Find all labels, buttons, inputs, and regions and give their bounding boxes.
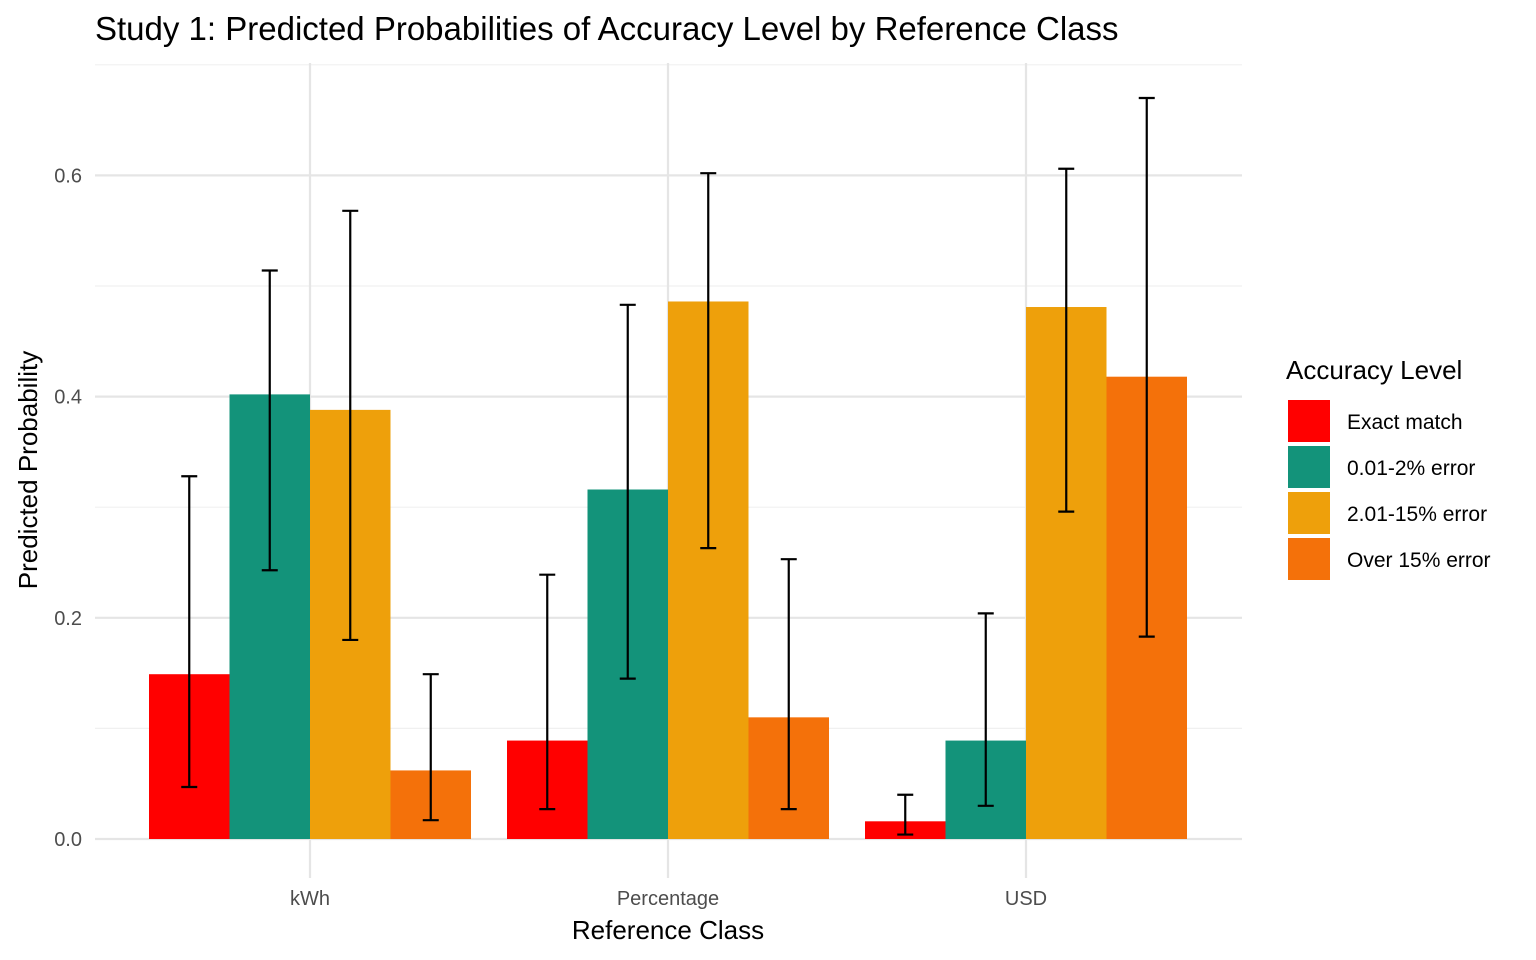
error-bar bbox=[619, 303, 636, 680]
legend-items: Exact match 0.01-2% error 2.01-15% error Ov… bbox=[1288, 400, 1491, 580]
x-tick-label: Percentage bbox=[617, 888, 719, 910]
y-tick-label: 0.0 bbox=[54, 829, 82, 851]
x-tick-label: kWh bbox=[290, 888, 330, 910]
y-tick-label: 0.4 bbox=[54, 387, 82, 409]
bars bbox=[149, 301, 1187, 839]
legend-item: 0.01-2% error bbox=[1288, 446, 1475, 488]
legend-label: Exact match bbox=[1347, 411, 1463, 434]
legend-item: Exact match bbox=[1288, 400, 1463, 442]
chart-title: Study 1: Predicted Probabilities of Accu… bbox=[95, 10, 1119, 47]
error-bar bbox=[1138, 96, 1155, 638]
legend-label: 0.01-2% error bbox=[1347, 457, 1475, 480]
error-bar bbox=[181, 475, 198, 789]
error-bar bbox=[1058, 167, 1075, 513]
error-bar bbox=[700, 172, 717, 550]
error-bar bbox=[977, 612, 994, 807]
legend-swatch bbox=[1288, 446, 1330, 488]
legend-title: Accuracy Level bbox=[1286, 355, 1462, 385]
legend-label: 2.01-15% error bbox=[1347, 503, 1487, 526]
y-axis-ticks: 0.0 0.2 0.4 0.6 bbox=[54, 165, 82, 851]
legend-item: 2.01-15% error bbox=[1288, 492, 1487, 534]
legend-swatch bbox=[1288, 400, 1330, 442]
y-axis-title: Predicted Probability bbox=[13, 351, 43, 589]
error-bar bbox=[539, 573, 556, 811]
legend: Accuracy Level Exact match 0.01-2% error 2… bbox=[1286, 355, 1491, 580]
error-bar bbox=[342, 209, 359, 642]
error-bars bbox=[181, 96, 1155, 836]
error-bar bbox=[422, 673, 439, 822]
x-axis-title: Reference Class bbox=[572, 915, 764, 945]
legend-item: Over 15% error bbox=[1288, 538, 1491, 580]
x-tick-label: USD bbox=[1005, 888, 1047, 910]
legend-label: Over 15% error bbox=[1347, 549, 1491, 572]
error-bar bbox=[261, 269, 278, 572]
legend-swatch bbox=[1288, 492, 1330, 534]
y-tick-label: 0.2 bbox=[54, 608, 82, 630]
error-bar bbox=[897, 793, 914, 836]
legend-swatch bbox=[1288, 538, 1330, 580]
y-tick-label: 0.6 bbox=[54, 165, 82, 187]
error-bar bbox=[780, 558, 797, 811]
x-axis-ticks: kWh Percentage USD bbox=[290, 888, 1047, 910]
